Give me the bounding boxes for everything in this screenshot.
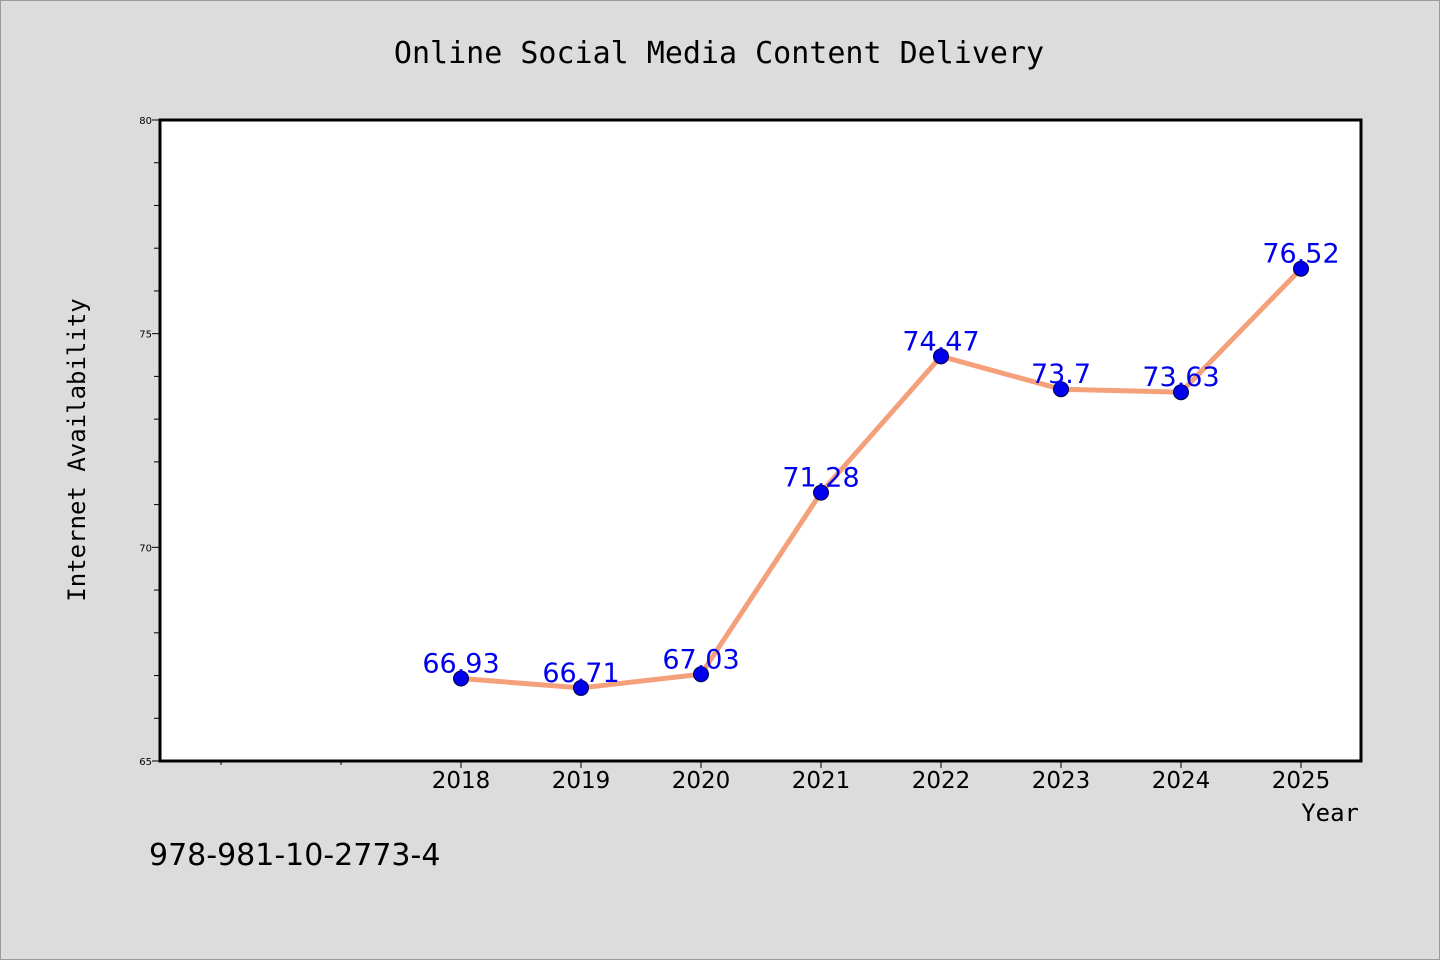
x-axis-label: Year — [1301, 799, 1359, 827]
x-tick-label: 2019 — [552, 768, 611, 794]
data-point — [933, 348, 949, 365]
x-tick-label: 2023 — [1032, 768, 1091, 794]
y-axis: 65 70 75 80 — [139, 116, 160, 768]
y-axis-label: Internet Availability — [63, 298, 91, 601]
data-series — [453, 260, 1309, 696]
x-tick-label: 2025 — [1272, 768, 1331, 794]
data-label: 74.47 — [902, 326, 979, 357]
x-tick-label: 2020 — [672, 768, 731, 794]
y-tick-label: 70 — [139, 543, 152, 554]
data-label: 67.03 — [662, 644, 739, 675]
x-tick-label: 2024 — [1152, 768, 1211, 794]
data-label: 76.52 — [1262, 239, 1339, 270]
isbn-label: 978-981-10-2773-4 — [149, 838, 440, 873]
x-tick-label: 2018 — [432, 768, 491, 794]
data-point — [573, 679, 589, 696]
series-line — [458, 266, 1304, 691]
y-tick-label: 75 — [139, 330, 152, 341]
data-label: 66.93 — [422, 649, 499, 680]
data-labels: 66.93 66.71 67.03 71.28 74.47 73.7 73.63 76.52 — [422, 239, 1339, 689]
data-label: 73.7 — [1031, 359, 1091, 390]
x-tick-label: 2022 — [912, 768, 971, 794]
data-point — [813, 484, 829, 501]
data-point — [1293, 260, 1309, 277]
data-point — [1053, 381, 1069, 398]
data-label: 73.63 — [1142, 362, 1219, 393]
x-tick-label: 2021 — [792, 768, 851, 794]
plot-area — [158, 118, 1363, 763]
x-axis: 2018 2019 2020 2021 2022 2023 2024 2025 — [220, 761, 1331, 794]
data-point — [1173, 384, 1189, 401]
chart-title: Online Social Media Content Delivery — [394, 36, 1044, 71]
data-label: 66.71 — [542, 658, 619, 689]
data-label: 71.28 — [782, 463, 859, 494]
data-point — [453, 670, 469, 687]
y-tick-label: 80 — [139, 116, 152, 127]
data-point — [693, 666, 709, 683]
y-tick-label: 65 — [139, 757, 152, 768]
